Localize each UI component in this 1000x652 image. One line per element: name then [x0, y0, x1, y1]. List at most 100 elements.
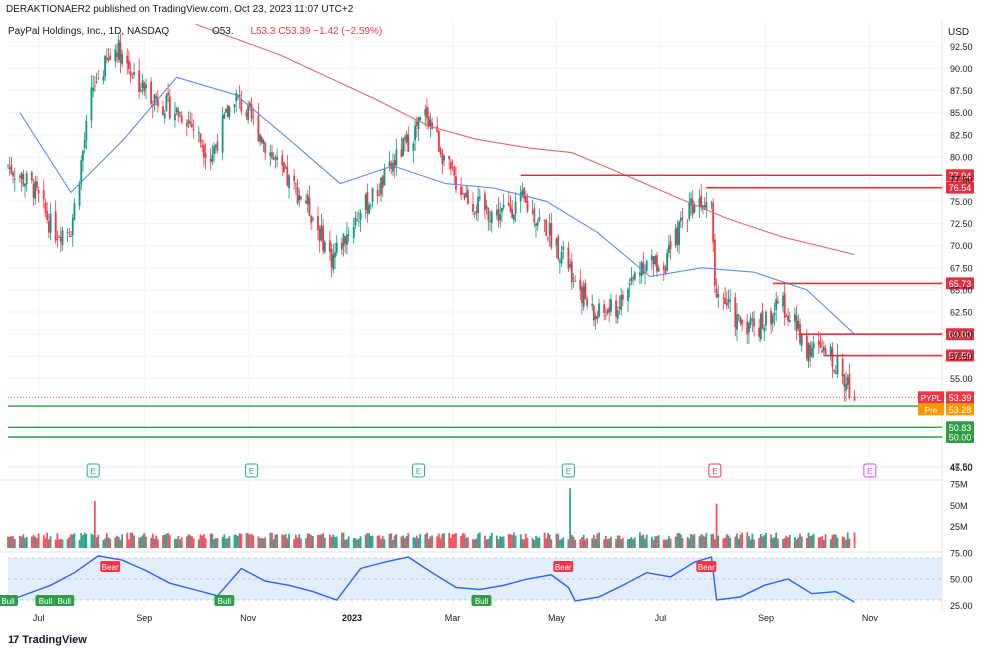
volume-bar [306, 533, 309, 548]
volume-bar [30, 536, 33, 548]
candle-body [133, 71, 135, 75]
volume-bar [678, 532, 680, 548]
candle-body [288, 175, 290, 189]
volume-bar [593, 534, 595, 548]
volume-bar [487, 538, 490, 548]
volume-bar [620, 539, 623, 548]
volume-bar [809, 536, 812, 548]
volume-bar [320, 534, 323, 548]
volume-bar [156, 539, 159, 548]
resistance-label-box [946, 277, 974, 290]
volume-bar [298, 534, 301, 548]
candle-body [342, 233, 345, 247]
volume-bar [56, 533, 59, 548]
volume-bar [61, 539, 64, 548]
volume-bar [845, 539, 847, 548]
candle-body [71, 218, 74, 236]
volume-bar [19, 535, 21, 548]
candle-body [463, 193, 466, 199]
candle-body [531, 210, 534, 213]
volume-bar [439, 538, 442, 548]
volume-bar [654, 536, 657, 548]
volume-bar [569, 488, 571, 548]
candle-body [562, 246, 565, 251]
candle-body [153, 94, 156, 106]
volume-bar [455, 533, 457, 548]
volume-bar [202, 534, 205, 548]
candle-body [734, 297, 737, 328]
candle-body [652, 256, 655, 265]
candle-body [105, 57, 108, 60]
volume-bar [97, 534, 100, 548]
candle-body [845, 383, 847, 391]
candle-body [412, 143, 415, 151]
volume-bar [746, 532, 749, 548]
volume-bar [357, 538, 360, 548]
candle-body [811, 347, 813, 357]
candle-body [448, 155, 451, 160]
volume-bar [138, 537, 141, 548]
candle-body [713, 239, 716, 286]
candle-body [162, 106, 164, 116]
candle-body [606, 310, 609, 314]
currency-label[interactable]: USD [948, 27, 970, 38]
rsi-signal-label: Bear [102, 563, 119, 572]
candle-body [805, 335, 808, 359]
candle-body [116, 52, 118, 58]
candle-body [393, 160, 396, 168]
rsi-signal-label: Bull [39, 597, 53, 606]
volume-bar [555, 533, 558, 548]
candle-body [822, 346, 825, 351]
volume-bar [402, 535, 405, 548]
volume-bar [501, 536, 503, 548]
candle-body [61, 230, 64, 245]
rsi-signal-label: Bull [475, 597, 489, 606]
candle-body [129, 71, 132, 76]
candle-body [238, 94, 241, 97]
volume-bar [66, 538, 69, 548]
volume-bar [378, 535, 381, 548]
candle-body [426, 107, 428, 119]
candle-body [460, 186, 462, 195]
volume-bar [833, 534, 835, 548]
rsi-signal-box [214, 595, 235, 606]
candle-body [569, 263, 571, 267]
volume-bar [257, 536, 260, 548]
symbol-legend: PayPal Holdings, Inc., 1D, NASDAQ O53. L… [8, 26, 382, 37]
resistance-label: 57.59 [949, 351, 972, 361]
volume-bar [725, 534, 728, 548]
volume-bar [846, 532, 849, 548]
candle-body [347, 234, 350, 236]
volume-bar [180, 537, 183, 548]
candle-body [330, 249, 333, 268]
volume-bar [274, 534, 277, 548]
candle-body [841, 358, 844, 377]
tradingview-brand[interactable]: 17 TradingView [8, 634, 87, 646]
volume-bar [269, 532, 272, 548]
volume-bar [70, 534, 72, 548]
candle-body [741, 320, 744, 325]
candle-body [662, 265, 665, 270]
volume-bar [153, 538, 156, 548]
last-value: C53.39 [278, 26, 311, 37]
candle-body [676, 227, 679, 245]
volume-bar [531, 537, 534, 548]
candle-body [371, 187, 374, 203]
candle-body [475, 211, 478, 214]
volume-bar [644, 538, 646, 548]
price-axis-tick: 82.50 [950, 130, 973, 140]
candle-body [107, 58, 110, 61]
candle-body [284, 167, 287, 169]
candle-body [449, 161, 452, 169]
volume-bar [426, 532, 428, 548]
candle-body [68, 235, 71, 237]
volume-bar [10, 536, 13, 548]
volume-bar [252, 535, 255, 548]
earnings-marker-label: E [867, 467, 872, 476]
volume-bar [514, 535, 517, 548]
volume-bar [92, 534, 95, 548]
volume-bar [717, 535, 720, 548]
candle-body [800, 333, 803, 346]
price-tag-value: 53.28 [949, 405, 972, 415]
